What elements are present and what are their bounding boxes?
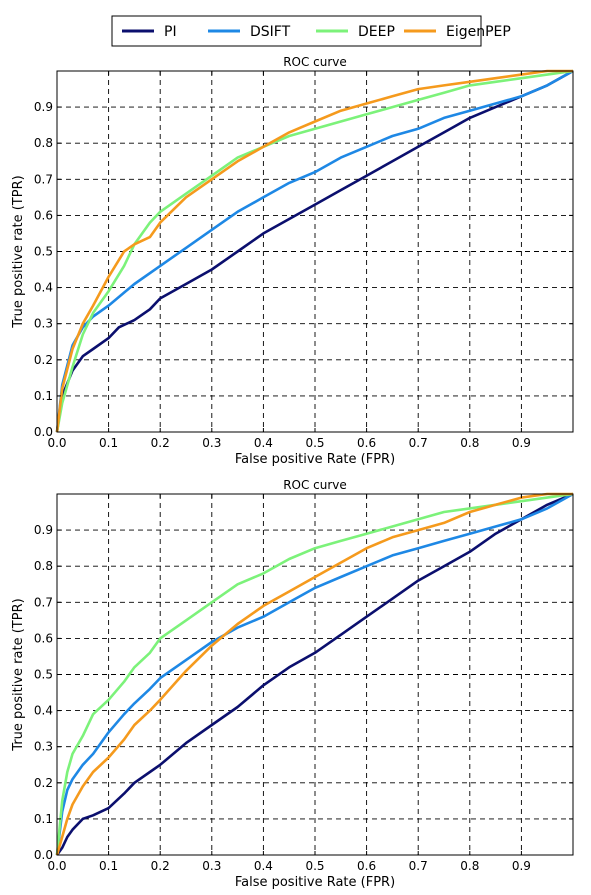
x-tick-label: 0.6	[357, 436, 376, 450]
chart-title: ROC curve	[283, 55, 347, 69]
x-tick-label: 0.5	[305, 436, 324, 450]
series-line-eigenpep	[55, 69, 573, 433]
y-tick-label: 0.6	[34, 208, 53, 222]
x-tick-label: 0.7	[409, 859, 428, 873]
y-tick-label: 0.0	[34, 425, 53, 439]
x-tick-label: 0.2	[151, 859, 170, 873]
x-tick-label: 0.4	[254, 436, 273, 450]
y-tick-label: 0.7	[34, 172, 53, 186]
y-tick-label: 0.1	[34, 812, 53, 826]
x-tick-label: 0.3	[202, 436, 221, 450]
y-tick-label: 0.5	[34, 245, 53, 259]
x-tick-label: 0.1	[99, 859, 118, 873]
x-tick-label: 0.4	[254, 859, 273, 873]
x-tick-label: 0.8	[460, 436, 479, 450]
x-tick-label: 0.1	[99, 436, 118, 450]
y-axis-label: True positive rate (TPR)	[11, 598, 26, 751]
y-tick-label: 0.6	[34, 631, 53, 645]
x-tick-label: 0.9	[512, 859, 531, 873]
y-axis-label: True positive rate (TPR)	[11, 175, 26, 328]
x-axis-label: False positive Rate (FPR)	[235, 452, 395, 467]
y-tick-label: 0.7	[34, 595, 53, 609]
y-tick-label: 0.5	[34, 668, 53, 682]
series-line-pi	[55, 492, 574, 856]
y-tick-label: 0.8	[34, 559, 53, 573]
y-tick-label: 0.1	[34, 389, 53, 403]
series-line-dsift	[55, 492, 574, 856]
y-tick-label: 0.4	[34, 281, 53, 295]
y-tick-label: 0.3	[34, 317, 53, 331]
y-tick-label: 0.8	[34, 136, 53, 150]
y-tick-label: 0.2	[34, 353, 53, 367]
x-tick-label: 0.0	[47, 436, 66, 450]
x-tick-label: 0.8	[460, 859, 479, 873]
legend-label-dsift: DSIFT	[250, 24, 291, 40]
series-line-eigenpep	[55, 492, 573, 856]
series-line-deep	[55, 69, 574, 433]
legend-label-deep: DEEP	[358, 24, 395, 40]
x-tick-label: 0.0	[47, 859, 66, 873]
grid	[57, 494, 573, 855]
chart-title: ROC curve	[283, 478, 347, 492]
legend: PI DSIFT DEEP EigenPEP	[111, 15, 511, 47]
y-tick-label: 0.3	[34, 740, 53, 754]
x-tick-label: 0.9	[512, 436, 531, 450]
series-line-pi	[55, 69, 574, 433]
x-tick-label: 0.5	[305, 859, 324, 873]
x-tick-label: 0.3	[202, 859, 221, 873]
y-tick-label: 0.9	[34, 100, 53, 114]
y-tick-label: 0.4	[34, 704, 53, 718]
legend-label-eigenpep: EigenPEP	[446, 24, 511, 40]
y-tick-label: 0.9	[34, 523, 53, 537]
x-tick-label: 0.6	[357, 859, 376, 873]
roc-plot-bottom: 0.0 0.1 0.2 0.3 0.4 0.5 0.6 0.7 0.8 0.9 0.0 0.1 0.2 0…	[11, 478, 574, 890]
x-axis-label: False positive Rate (FPR)	[235, 875, 395, 890]
legend-label-pi: PI	[164, 24, 177, 40]
grid	[57, 71, 573, 432]
y-tick-label: 0.2	[34, 776, 53, 790]
x-tick-label: 0.2	[151, 436, 170, 450]
series-line-deep	[55, 492, 574, 856]
roc-plot-top: 0.0 0.1 0.2 0.3 0.4 0.5 0.6 0.7 0.8 0.9 0.0 0.1 0.2 0…	[11, 55, 574, 467]
y-tick-label: 0.0	[34, 848, 53, 862]
x-tick-label: 0.7	[409, 436, 428, 450]
